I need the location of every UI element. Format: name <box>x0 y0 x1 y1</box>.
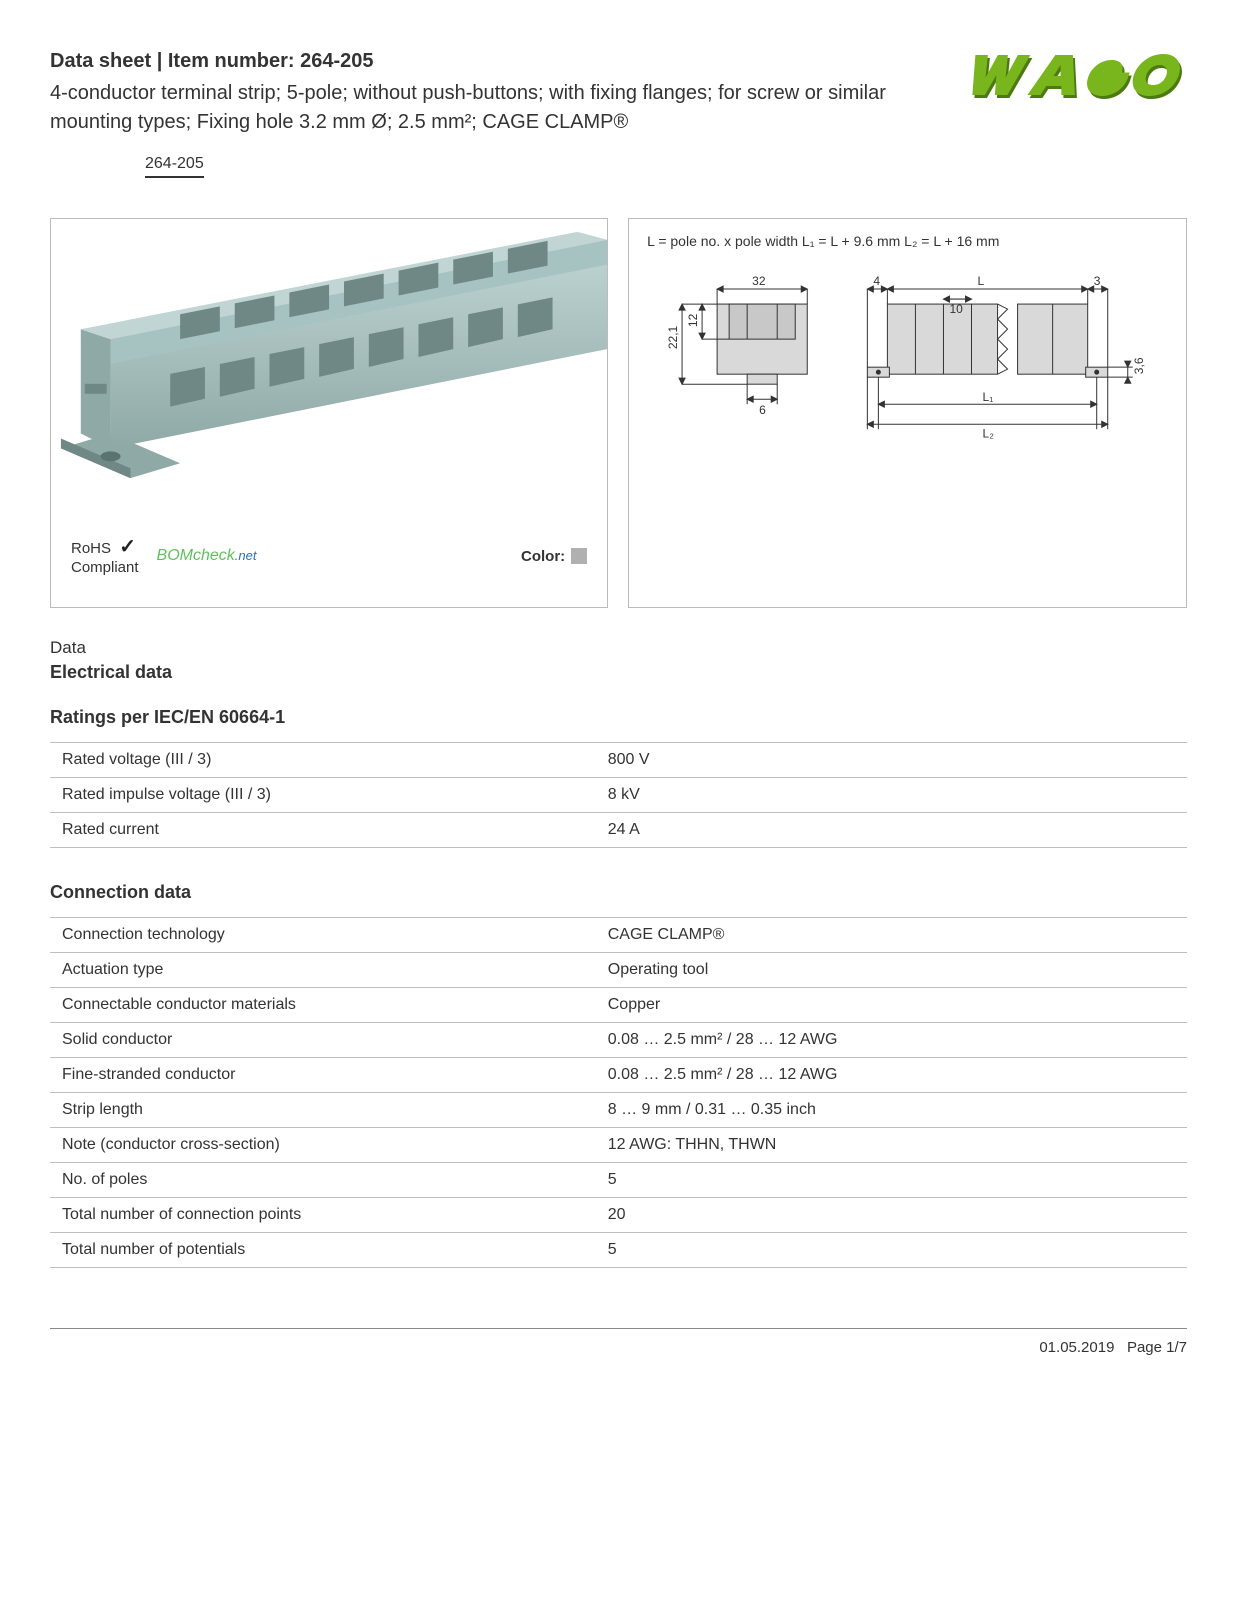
spec-label: Total number of potentials <box>50 1233 596 1268</box>
spec-label: Rated voltage (III / 3) <box>50 743 596 778</box>
product-render-svg <box>51 219 607 499</box>
spec-value: 0.08 … 2.5 mm² / 28 … 12 AWG <box>596 1023 1187 1058</box>
table-row: Connectable conductor materialsCopper <box>50 988 1187 1023</box>
spec-label: Rated current <box>50 813 596 848</box>
dimension-drawing-svg: 32 22,1 12 <box>647 259 1168 459</box>
wago-logo-svg <box>957 50 1187 105</box>
spec-value: 8 kV <box>596 778 1187 813</box>
table-row: Actuation typeOperating tool <box>50 953 1187 988</box>
subtitle: 4-conductor terminal strip; 5-pole; with… <box>50 79 917 137</box>
dimension-drawing-panel: L = pole no. x pole width L₁ = L + 9.6 m… <box>628 218 1187 608</box>
table-row: Strip length8 … 9 mm / 0.31 … 0.35 inch <box>50 1093 1187 1128</box>
dim-10: 10 <box>950 302 964 316</box>
dim-221: 22,1 <box>666 325 680 349</box>
spec-value: 8 … 9 mm / 0.31 … 0.35 inch <box>596 1093 1187 1128</box>
rohs-text: RoHS ✓ Compliant <box>71 535 139 577</box>
rohs-line1: RoHS <box>71 540 111 557</box>
table-row: No. of poles5 <box>50 1163 1187 1198</box>
image-panels: RoHS ✓ Compliant BOMcheck.net Color: L =… <box>50 218 1187 608</box>
table-row: Rated impulse voltage (III / 3)8 kV <box>50 778 1187 813</box>
dim-36: 3,6 <box>1132 357 1146 374</box>
title-sep: | <box>151 50 168 72</box>
color-label: Color: <box>521 548 565 565</box>
data-section: Data Electrical data Ratings per IEC/EN … <box>50 638 1187 1268</box>
item-chip: 264-205 <box>145 155 204 178</box>
dim-L1: L₁ <box>983 390 994 404</box>
ratings-table: Rated voltage (III / 3)800 VRated impuls… <box>50 742 1187 848</box>
spec-value: 24 A <box>596 813 1187 848</box>
header-text-block: Data sheet | Item number: 264-205 4-cond… <box>50 50 957 178</box>
dim-4: 4 <box>874 274 881 288</box>
ratings-heading: Ratings per IEC/EN 60664-1 <box>50 707 1187 728</box>
table-row: Fine-stranded conductor0.08 … 2.5 mm² / … <box>50 1058 1187 1093</box>
table-row: Rated voltage (III / 3)800 V <box>50 743 1187 778</box>
dim-12: 12 <box>686 313 700 327</box>
spec-value: 800 V <box>596 743 1187 778</box>
title-item-number: 264-205 <box>300 50 373 72</box>
spec-label: Solid conductor <box>50 1023 596 1058</box>
spec-label: Connectable conductor materials <box>50 988 596 1023</box>
spec-label: Note (conductor cross-section) <box>50 1128 596 1163</box>
dimension-note: L = pole no. x pole width L₁ = L + 9.6 m… <box>647 233 1168 249</box>
spec-label: Actuation type <box>50 953 596 988</box>
dim-6: 6 <box>759 403 766 417</box>
spec-label: No. of poles <box>50 1163 596 1198</box>
wago-logo <box>957 50 1187 110</box>
bomcheck-text: BOMcheck <box>157 547 235 564</box>
dim-32: 32 <box>752 274 766 288</box>
spec-value: Operating tool <box>596 953 1187 988</box>
footer-date: 01.05.2019 <box>1039 1339 1114 1356</box>
table-row: Total number of potentials5 <box>50 1233 1187 1268</box>
check-icon: ✓ <box>119 536 136 558</box>
spec-label: Rated impulse voltage (III / 3) <box>50 778 596 813</box>
connection-table: Connection technologyCAGE CLAMP®Actuatio… <box>50 917 1187 1268</box>
color-swatch <box>571 548 587 564</box>
product-photo-panel: RoHS ✓ Compliant BOMcheck.net Color: <box>50 218 608 608</box>
electrical-heading: Electrical data <box>50 662 1187 683</box>
bomcheck-logo: BOMcheck.net <box>157 547 257 565</box>
table-row: Rated current24 A <box>50 813 1187 848</box>
footer-page: Page 1/7 <box>1127 1339 1187 1356</box>
rohs-badge: RoHS ✓ Compliant <box>71 535 139 577</box>
product-render-area <box>51 219 607 521</box>
dim-L2: L₂ <box>983 426 995 440</box>
spec-value: CAGE CLAMP® <box>596 918 1187 953</box>
spec-value: 12 AWG: THHN, THWN <box>596 1128 1187 1163</box>
table-row: Solid conductor0.08 … 2.5 mm² / 28 … 12 … <box>50 1023 1187 1058</box>
dim-L: L <box>978 274 985 288</box>
product-panel-footer: RoHS ✓ Compliant BOMcheck.net Color: <box>51 521 607 607</box>
connection-heading: Connection data <box>50 882 1187 903</box>
spec-label: Fine-stranded conductor <box>50 1058 596 1093</box>
title-prefix: Data sheet <box>50 50 151 72</box>
spec-label: Connection technology <box>50 918 596 953</box>
spec-value: 5 <box>596 1233 1187 1268</box>
page-footer: 01.05.2019 Page 1/7 <box>50 1329 1187 1356</box>
spec-value: 5 <box>596 1163 1187 1198</box>
table-row: Total number of connection points20 <box>50 1198 1187 1233</box>
spec-value: 0.08 … 2.5 mm² / 28 … 12 AWG <box>596 1058 1187 1093</box>
table-row: Note (conductor cross-section)12 AWG: TH… <box>50 1128 1187 1163</box>
rohs-line2: Compliant <box>71 559 139 576</box>
page-header: Data sheet | Item number: 264-205 4-cond… <box>50 50 1187 178</box>
color-indicator: Color: <box>521 548 587 565</box>
spec-value: 20 <box>596 1198 1187 1233</box>
title-line: Data sheet | Item number: 264-205 <box>50 50 917 73</box>
bomcheck-suffix: .net <box>235 548 257 563</box>
dim-3: 3 <box>1094 274 1101 288</box>
spec-value: Copper <box>596 988 1187 1023</box>
spec-label: Total number of connection points <box>50 1198 596 1233</box>
table-row: Connection technologyCAGE CLAMP® <box>50 918 1187 953</box>
data-label: Data <box>50 638 1187 658</box>
title-item-label: Item number: <box>168 50 295 72</box>
spec-label: Strip length <box>50 1093 596 1128</box>
